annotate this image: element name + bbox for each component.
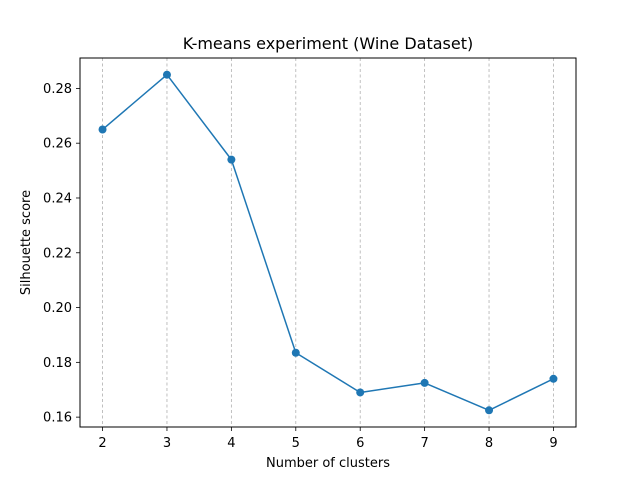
plot-frame bbox=[79, 57, 577, 428]
y-tick-label: 0.18 bbox=[43, 356, 72, 371]
data-point bbox=[420, 378, 429, 387]
data-point bbox=[98, 125, 107, 134]
data-point bbox=[291, 348, 300, 357]
grid-lines bbox=[102, 58, 554, 427]
series-layer bbox=[98, 70, 558, 415]
data-point bbox=[227, 155, 236, 164]
chart-title: K-means experiment (Wine Dataset) bbox=[183, 34, 474, 53]
data-point bbox=[549, 374, 558, 383]
y-tick-label: 0.28 bbox=[43, 82, 72, 97]
x-axis-label: Number of clusters bbox=[266, 456, 390, 471]
data-point bbox=[356, 388, 365, 397]
x-tick-label: 2 bbox=[98, 436, 106, 451]
y-tick-label: 0.16 bbox=[43, 411, 72, 426]
x-tick-label: 8 bbox=[485, 436, 493, 451]
data-point bbox=[162, 70, 171, 79]
y-tick-label: 0.26 bbox=[43, 137, 72, 152]
x-tick-label: 7 bbox=[420, 436, 428, 451]
x-tick-label: 5 bbox=[292, 436, 300, 451]
x-tick-label: 9 bbox=[549, 436, 557, 451]
y-tick-label: 0.24 bbox=[43, 191, 72, 206]
y-axis-label: Silhouette score bbox=[19, 190, 34, 295]
plot-area bbox=[80, 58, 576, 427]
y-tick-label: 0.22 bbox=[43, 246, 72, 261]
x-tick-label: 4 bbox=[227, 436, 235, 451]
x-tick-label: 6 bbox=[356, 436, 364, 451]
y-axis-ticks: 0.16 0.18 0.20 0.22 0.24 0.26 0.28 bbox=[43, 82, 80, 426]
x-tick-label: 3 bbox=[163, 436, 171, 451]
x-axis-ticks: 2 3 4 5 6 7 8 9 bbox=[98, 427, 558, 451]
y-tick-label: 0.20 bbox=[43, 301, 72, 316]
series-line bbox=[102, 73, 554, 412]
data-point bbox=[485, 406, 494, 415]
